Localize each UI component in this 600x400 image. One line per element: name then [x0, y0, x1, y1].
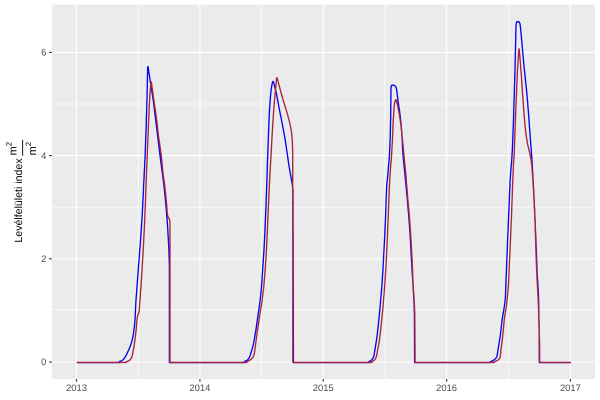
svg-text:2: 2	[41, 253, 46, 264]
svg-text:2016: 2016	[436, 382, 457, 393]
svg-text:2013: 2013	[66, 382, 87, 393]
svg-text:Levélfelületi index: Levélfelületi index	[13, 158, 25, 243]
svg-text:2015: 2015	[313, 382, 334, 393]
svg-text:0: 0	[41, 356, 46, 367]
svg-text:6: 6	[41, 47, 46, 58]
svg-text:4: 4	[41, 150, 46, 161]
svg-text:2014: 2014	[189, 382, 210, 393]
svg-text:2017: 2017	[560, 382, 581, 393]
